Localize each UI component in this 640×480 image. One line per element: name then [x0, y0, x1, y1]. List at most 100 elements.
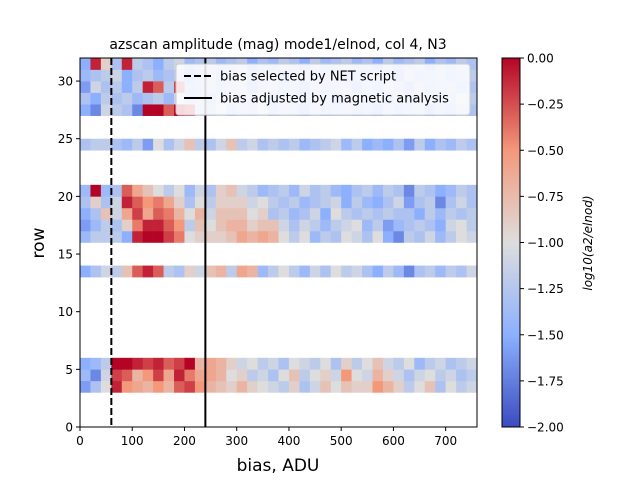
heatmap-cell [456, 184, 467, 197]
heatmap-cell [205, 207, 217, 220]
heatmap-cell [362, 207, 373, 220]
heatmap-cell [466, 92, 477, 105]
heatmap-cell [309, 230, 321, 243]
heatmap-cell [466, 380, 477, 393]
heatmap-cell [236, 380, 248, 393]
heatmap-cell [288, 230, 300, 243]
heatmap-cell [226, 207, 238, 220]
heatmap-cell [132, 196, 143, 209]
colorbar-label: log10(a2/elnod) [581, 195, 595, 290]
heatmap-cell [393, 138, 405, 151]
heatmap-cell [132, 138, 143, 151]
heatmap-cell [320, 380, 332, 393]
heatmap-cell [456, 138, 467, 151]
heatmap-cell [215, 369, 227, 382]
heatmap-cell [111, 92, 123, 105]
heatmap-cell [278, 207, 290, 220]
heatmap-cell [184, 357, 196, 370]
colorbar-tick-label: −1.50 [527, 328, 564, 342]
heatmap-cell [372, 380, 384, 393]
heatmap-cell [445, 369, 457, 382]
heatmap-cell [153, 104, 164, 116]
colorbar-tick-label: −1.00 [527, 236, 564, 250]
heatmap-cell [393, 230, 405, 243]
heatmap-cell [278, 184, 290, 197]
heatmap-cell [80, 184, 91, 197]
heatmap-cell [205, 219, 217, 232]
heatmap-cell [121, 104, 133, 116]
heatmap-cell [309, 184, 321, 197]
heatmap-cell [414, 357, 426, 370]
heatmap-cell [257, 196, 269, 209]
heatmap-cell [257, 184, 269, 197]
heatmap-cell [288, 184, 300, 197]
heatmap-cell [236, 207, 248, 220]
heatmap-cell [80, 207, 91, 220]
heatmap-cell [111, 380, 123, 393]
heatmap-cell [215, 357, 227, 370]
heatmap-cell [288, 357, 300, 370]
heatmap-cell [403, 230, 415, 243]
heatmap-cell [142, 138, 154, 151]
heatmap-cell [435, 230, 446, 243]
heatmap-cell [257, 138, 269, 151]
heatmap-cell [142, 207, 154, 220]
heatmap-cell [90, 92, 102, 105]
heatmap-cell [247, 357, 258, 370]
heatmap-cell [424, 265, 436, 278]
heatmap-cell [153, 81, 164, 93]
heatmap-cell [90, 230, 102, 243]
y-tick-label: 0 [65, 421, 73, 435]
heatmap-cell [90, 380, 102, 393]
heatmap-cell [111, 207, 123, 220]
heatmap-cell [132, 81, 143, 93]
y-tick-label: 30 [58, 75, 73, 89]
heatmap-cell [330, 138, 342, 151]
heatmap-cell [414, 219, 426, 232]
heatmap-cell [278, 357, 290, 370]
heatmap-cell [257, 369, 269, 382]
heatmap-cell [90, 265, 102, 278]
y-axis-ticks: 0 5 10 15 20 25 30 [58, 75, 80, 435]
heatmap-cell [466, 104, 477, 116]
heatmap-cell [132, 230, 143, 243]
heatmap-cell [382, 219, 394, 232]
heatmap-cell [403, 184, 415, 197]
heatmap-cell [341, 138, 352, 151]
x-tick-label: 100 [121, 434, 144, 448]
heatmap-cell [205, 265, 217, 278]
heatmap-cell [372, 357, 384, 370]
x-tick-label: 500 [330, 434, 353, 448]
heatmap-cell [174, 230, 185, 243]
heatmap-cell [309, 265, 321, 278]
heatmap-cell [226, 357, 238, 370]
heatmap-cell [362, 230, 373, 243]
heatmap-cell [194, 369, 206, 382]
heatmap-cell [142, 81, 154, 93]
heatmap-cell [111, 69, 123, 82]
heatmap-cell [132, 380, 143, 393]
colorbar [501, 57, 521, 428]
heatmap-cell [80, 196, 91, 209]
heatmap-cell [299, 380, 311, 393]
heatmap-cell [153, 196, 164, 209]
x-tick-label: 200 [173, 434, 196, 448]
heatmap-cell [309, 138, 321, 151]
heatmap-cell [456, 380, 467, 393]
heatmap-cell [466, 58, 477, 70]
heatmap-cell [80, 380, 91, 393]
heatmap-cell [153, 207, 164, 220]
heatmap-cell [174, 357, 185, 370]
heatmap-cell [435, 138, 446, 151]
heatmap-cell [351, 265, 363, 278]
heatmap-cell [424, 196, 436, 209]
heatmap-cell [90, 219, 102, 232]
heatmap-cell [362, 357, 373, 370]
heatmap-cell [100, 81, 112, 93]
heatmap-cell [288, 207, 300, 220]
heatmap-cell [320, 369, 332, 382]
heatmap-cell [403, 380, 415, 393]
heatmap-cell [299, 184, 311, 197]
heatmap-cell [299, 207, 311, 220]
heatmap-cell [226, 196, 238, 209]
